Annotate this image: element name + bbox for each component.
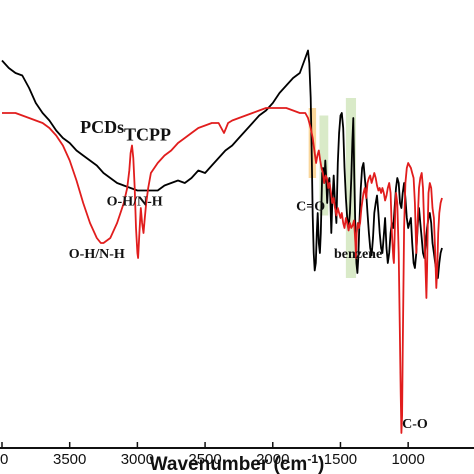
annotation-tcpp: TCPP [124, 125, 171, 145]
series-line-pcds [2, 107, 443, 434]
annotation-c-o: C-O [402, 417, 428, 432]
annotation-pcds: PCDs [80, 117, 124, 137]
annotation-o-h-n-h: O-H/N-H [69, 247, 125, 262]
x-axis-title-superscript: -1 [307, 452, 318, 466]
highlight-band-2 [319, 115, 329, 216]
x-tick-label-1000: 1000 [391, 451, 424, 468]
x-tick-label-2500: 2500 [188, 451, 221, 468]
annotation-o-h-n-h: O-H/N-H [107, 195, 163, 210]
series-lines [1, 49, 443, 434]
x-tick-label-3000: 3000 [121, 451, 154, 468]
x-tick-label-4000: 0 [0, 451, 8, 468]
annotation-c-o: C=O [296, 200, 325, 215]
x-tick-label-3500: 3500 [53, 451, 86, 468]
x-axis-title: Wavenumber (cm-1) [150, 452, 325, 474]
x-tick-label-2000: 2000 [256, 451, 289, 468]
annotation-benzene: benzene [334, 247, 382, 262]
x-tick-label-1500: 1500 [324, 451, 357, 468]
x-axis: 0 3500 3000 2500 2000 1500 1000 [0, 442, 474, 468]
x-axis-title-tail: ) [318, 454, 324, 474]
series-line-tcpp [1, 49, 443, 279]
x-axis-title-main: Wavenumber (cm [150, 454, 308, 474]
annotations: TCPP O-H/N-H PCDs O-H/N-H C=O benzene C-O [69, 117, 428, 432]
